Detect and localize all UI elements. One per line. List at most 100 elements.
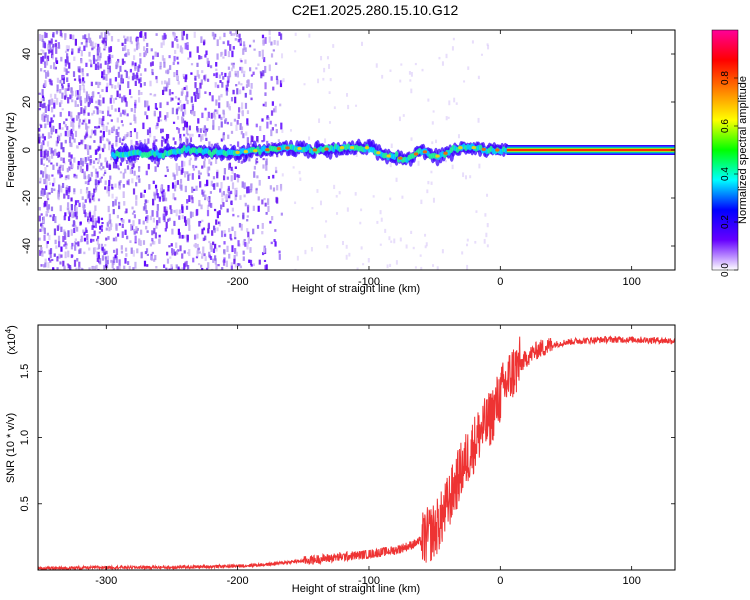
spectrogram-noise-cell xyxy=(405,244,408,249)
spectrogram-noise-cell xyxy=(155,225,158,229)
spectrogram-noise-cell xyxy=(62,75,65,79)
spectrogram-noise-cell xyxy=(261,140,264,143)
spectrogram-noise-cell xyxy=(166,258,170,264)
spectrogram-noise-cell xyxy=(94,42,97,48)
spectrogram-noise-cell xyxy=(55,245,58,249)
spectrogram-noise-cell xyxy=(96,107,99,115)
spectrogram-noise-cell xyxy=(267,175,271,179)
spectrogram-noise-cell xyxy=(170,97,173,102)
spectrogram-noise-cell xyxy=(74,90,78,97)
spectrogram-ridge-cell xyxy=(235,150,240,154)
spectrogram-noise-cell xyxy=(229,233,232,239)
spectrogram-noise-cell xyxy=(104,39,107,46)
spectrogram-noise-cell xyxy=(121,231,124,238)
spectrogram-noise-cell xyxy=(61,92,64,99)
spectrogram-noise-cell xyxy=(117,107,121,113)
spectrogram-noise-cell xyxy=(115,162,118,169)
spectrogram-noise-cell xyxy=(151,251,154,254)
spectrogram-noise-cell xyxy=(50,162,53,165)
spectrogram-noise-cell xyxy=(86,73,89,77)
spectrogram-noise-cell xyxy=(153,135,156,141)
spectrogram-noise-cell xyxy=(56,255,59,259)
spectrogram-noise-cell xyxy=(230,122,233,127)
spectrogram-noise-cell xyxy=(64,251,67,259)
spectrogram-noise-cell xyxy=(49,65,53,69)
spectrogram-noise-cell xyxy=(234,38,237,41)
spectrogram-noise-cell xyxy=(348,252,351,257)
spectrogram-noise-cell xyxy=(122,191,125,199)
spectrogram-noise-cell xyxy=(389,263,392,267)
colorbar-tick-label: 0.8 xyxy=(720,71,731,85)
spectrogram-noise-cell xyxy=(155,139,158,142)
spectrogram-noise-cell xyxy=(144,251,148,255)
spectrogram-noise-cell xyxy=(74,241,77,246)
spectrogram-noise-cell xyxy=(101,110,104,114)
spectrogram-noise-cell xyxy=(234,247,237,254)
spectrogram-noise-cell xyxy=(202,127,205,132)
spectrogram-noise-cell xyxy=(251,136,254,143)
spectrogram-noise-cell xyxy=(64,139,67,144)
spectrogram-noise-cell xyxy=(111,54,114,59)
spectrogram-noise-cell xyxy=(115,236,118,242)
spectrogram-noise-cell xyxy=(75,115,79,121)
spectrogram-noise-cell xyxy=(101,123,104,127)
spectrogram-noise-cell xyxy=(90,238,93,243)
spectrogram-noise-cell xyxy=(210,161,213,166)
spectrogram-noise-cell xyxy=(49,248,53,254)
spectrogram-noise-cell xyxy=(173,209,176,213)
spectrogram-noise-cell xyxy=(255,67,258,70)
spectrogram-noise-cell xyxy=(237,174,241,178)
spectrogram-noise-cell xyxy=(225,90,229,96)
spectrogram-noise-cell xyxy=(175,169,179,176)
spectrogram-noise-cell xyxy=(159,128,163,134)
spectrogram-noise-cell xyxy=(49,121,52,128)
spectrogram-noise-cell xyxy=(70,210,74,213)
spectrogram-noise-cell xyxy=(83,45,86,51)
spectrogram-noise-cell xyxy=(46,114,49,122)
colorbar-tick-label: 0.2 xyxy=(720,215,731,229)
spectrogram-noise-cell xyxy=(52,267,55,270)
spectrogram-noise-cell xyxy=(210,180,213,187)
spectrogram-noise-cell xyxy=(42,216,45,223)
spectrogram-noise-cell xyxy=(97,198,101,202)
spectrogram-noise-cell xyxy=(43,228,46,235)
spectrogram-noise-cell xyxy=(345,254,348,260)
spectrogram-noise-cell xyxy=(227,51,231,58)
spectrogram-noise-cell xyxy=(255,188,258,194)
spectrogram-noise-cell xyxy=(268,64,271,72)
spectrogram-noise-cell xyxy=(96,257,99,262)
spectrogram-noise-cell xyxy=(274,229,277,232)
spectrogram-noise-cell xyxy=(87,212,90,218)
spectrogram-noise-cell xyxy=(451,46,454,51)
spectrogram-noise-cell xyxy=(222,132,225,136)
spectrogram-noise-cell xyxy=(45,241,49,249)
spectrogram-noise-cell xyxy=(44,72,48,79)
spectrogram-noise-cell xyxy=(109,175,112,180)
spectrogram-noise-cell xyxy=(475,210,478,213)
spectrogram-ridge-cell xyxy=(312,148,318,152)
spectrogram-noise-cell xyxy=(54,39,58,43)
spectrogram-noise-cell xyxy=(101,247,104,251)
spectrogram-noise-cell xyxy=(124,229,127,235)
spectrogram-noise-cell xyxy=(45,153,48,158)
spectrogram-noise-cell xyxy=(79,100,83,106)
spectrogram-noise-cell xyxy=(133,214,137,219)
spectrogram-noise-cell xyxy=(231,245,234,253)
spectrogram-noise-cell xyxy=(82,84,85,91)
spectrogram-noise-cell xyxy=(294,50,297,53)
spectrogram-noise-cell xyxy=(414,266,417,269)
spectrogram-noise-cell xyxy=(42,140,45,146)
spectrogram-noise-cell xyxy=(73,188,76,192)
spectrogram-noise-cell xyxy=(236,88,239,95)
spectrogram-noise-cell xyxy=(190,96,193,103)
spectrogram-noise-cell xyxy=(65,118,68,121)
spectrogram-noise-cell xyxy=(272,187,276,192)
spectrogram-noise-cell xyxy=(78,112,81,116)
spectrogram-noise-cell xyxy=(38,206,41,211)
spectrogram-noise-cell xyxy=(99,35,102,39)
spectrogram-noise-cell xyxy=(191,103,194,107)
spectrogram-noise-cell xyxy=(243,238,246,242)
spectrogram-noise-cell xyxy=(464,175,467,180)
spectrogram-noise-cell xyxy=(207,228,210,234)
spectrogram-noise-cell xyxy=(67,230,70,238)
